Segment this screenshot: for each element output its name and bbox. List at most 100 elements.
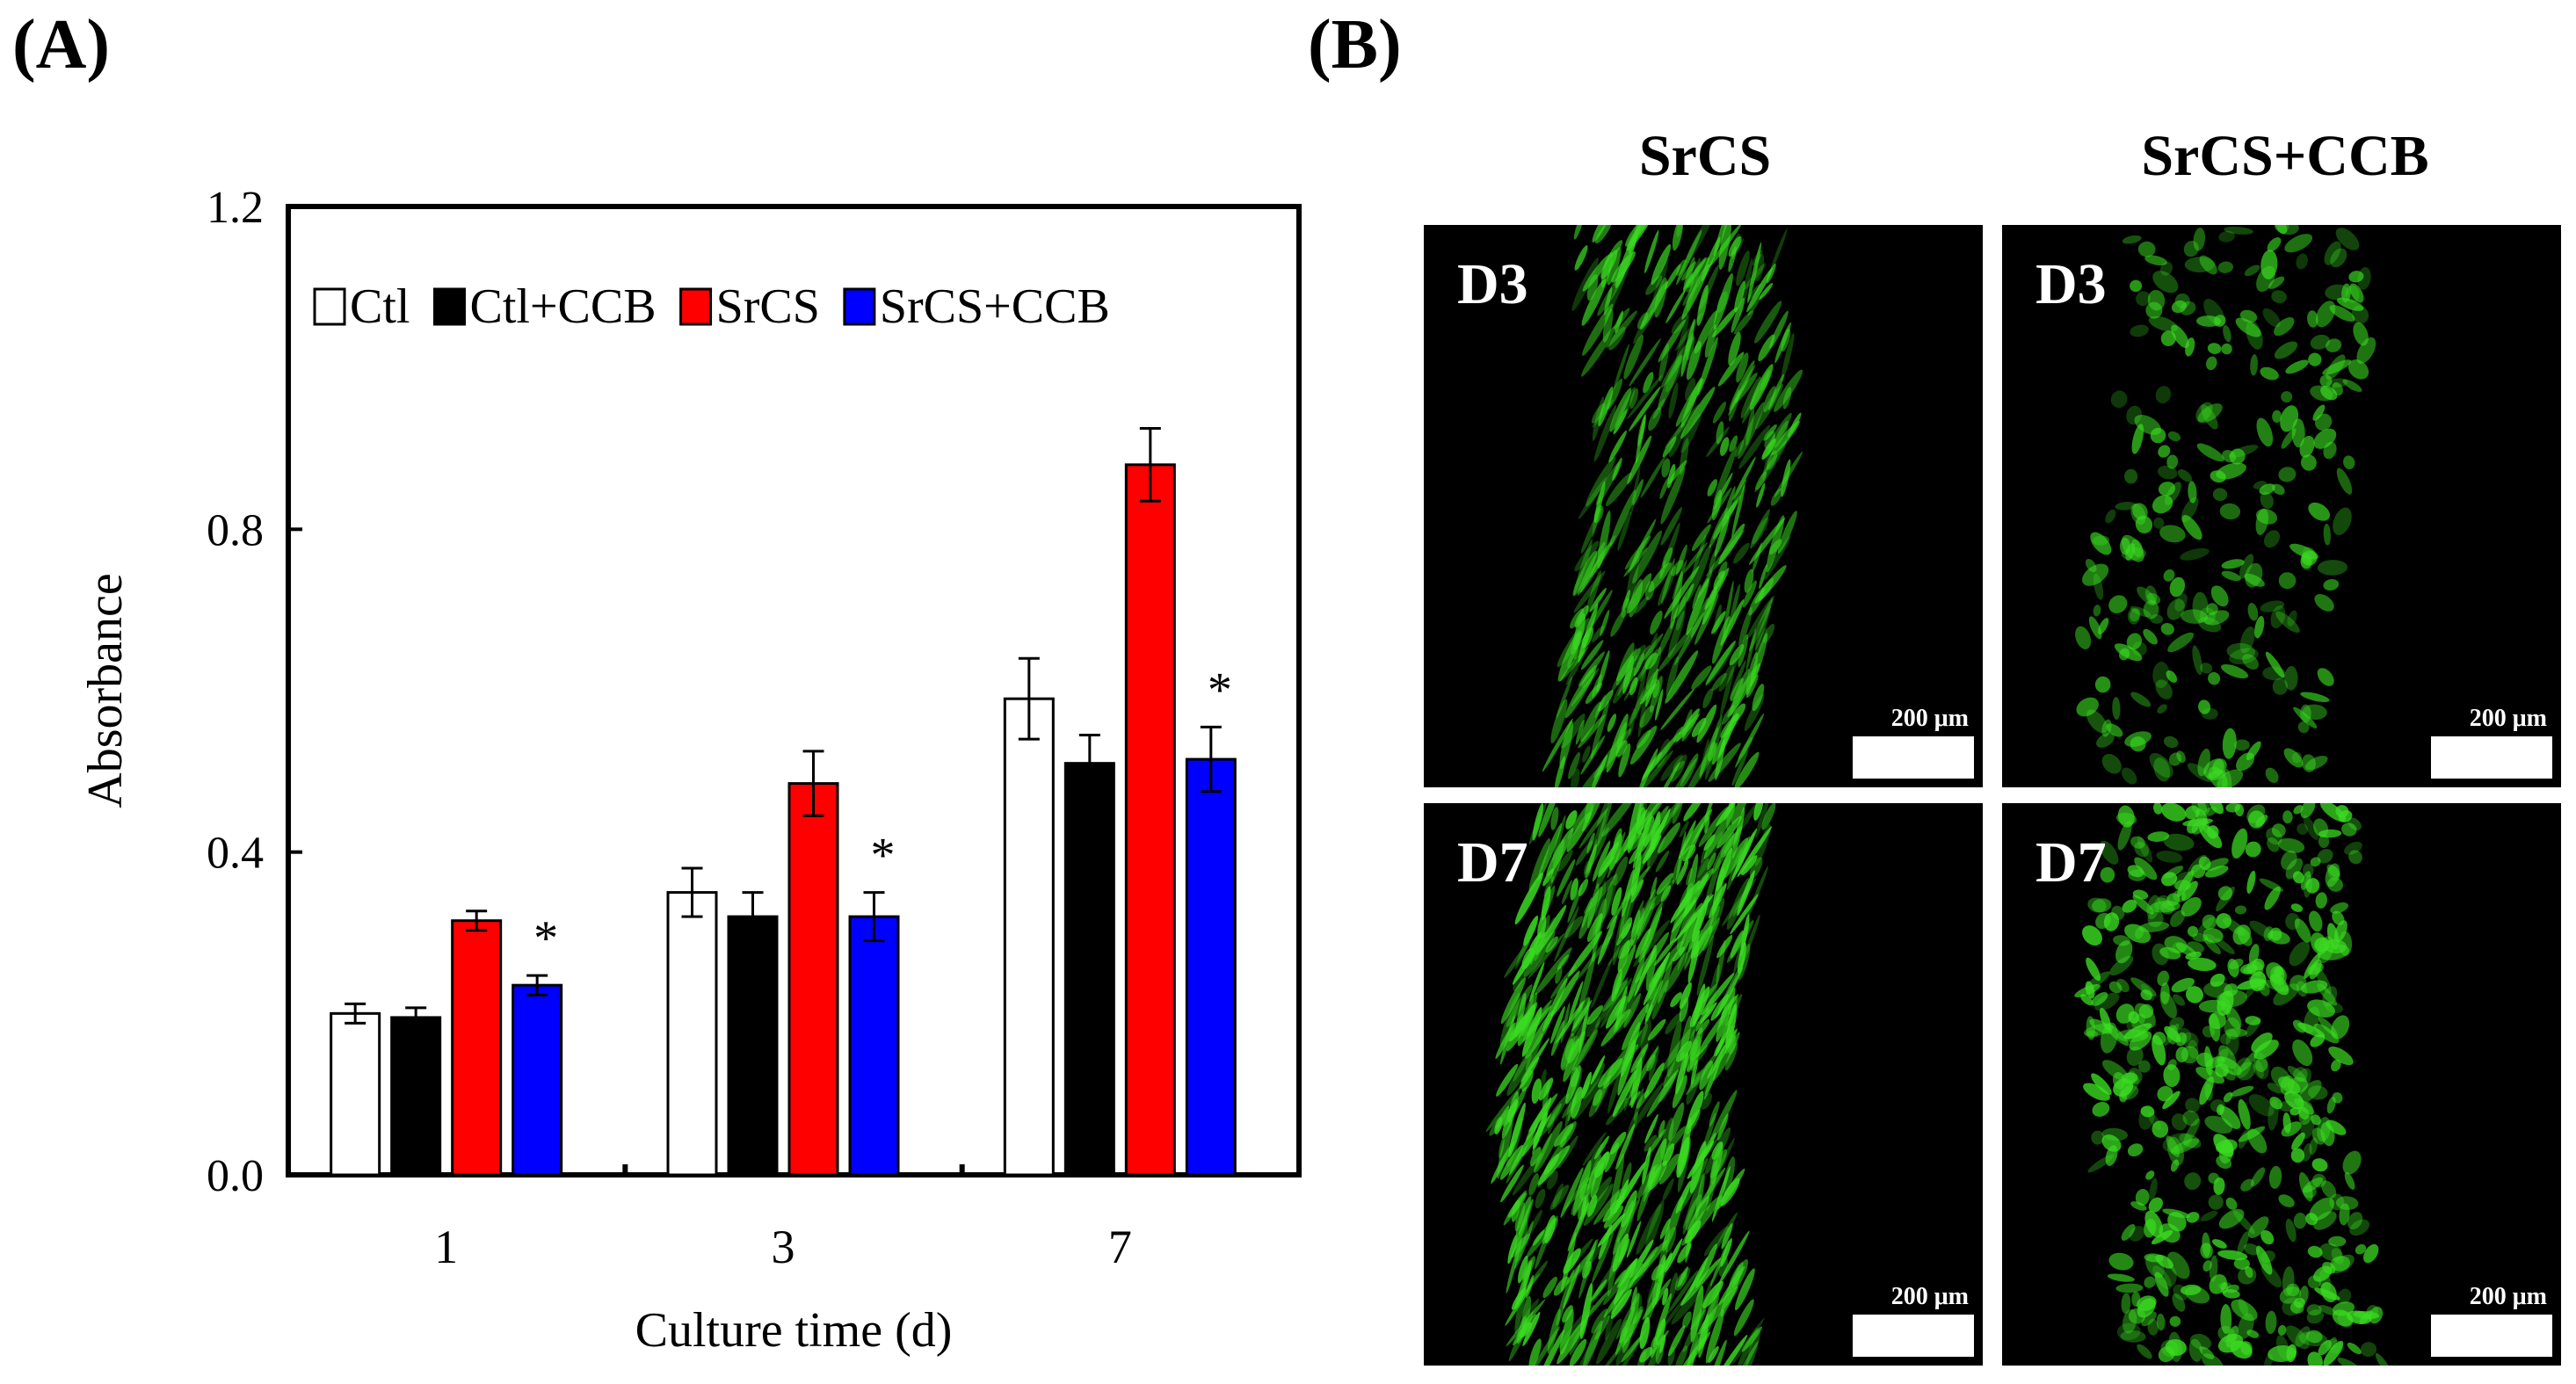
cell xyxy=(1622,656,1634,694)
cell xyxy=(1679,997,1689,1022)
cell xyxy=(1520,1299,1540,1329)
bar-ctl xyxy=(1003,697,1055,1177)
cell xyxy=(2200,1211,2218,1221)
cell xyxy=(1710,1240,1730,1287)
cell xyxy=(2130,1201,2147,1211)
cell xyxy=(2300,704,2311,723)
cell xyxy=(1609,388,1632,432)
cell xyxy=(1682,1174,1703,1235)
cell xyxy=(1658,319,1686,363)
cell xyxy=(1720,437,1730,456)
cell xyxy=(1629,578,1644,618)
cell xyxy=(1568,981,1584,1024)
cell xyxy=(1583,874,1617,914)
cell xyxy=(1534,914,1550,961)
cell xyxy=(1703,1063,1719,1095)
cell xyxy=(1715,1212,1738,1250)
cell xyxy=(1709,1149,1728,1179)
cell xyxy=(1532,1229,1545,1246)
cell xyxy=(1645,668,1658,707)
cell xyxy=(2243,1243,2260,1256)
cell xyxy=(1699,1112,1716,1162)
cell xyxy=(2199,255,2217,275)
cell xyxy=(1703,1226,1729,1257)
cell xyxy=(1581,627,1594,649)
cell xyxy=(2329,305,2355,322)
cell xyxy=(1542,1276,1557,1299)
cell xyxy=(2122,1072,2138,1084)
cell xyxy=(1556,859,1576,897)
cell xyxy=(1680,261,1697,281)
cell xyxy=(2177,469,2193,482)
cell xyxy=(1627,1112,1639,1139)
column-title-srcs-ccb: SrCS+CCB xyxy=(2141,124,2429,188)
cell xyxy=(1645,959,1666,1014)
cell xyxy=(2271,823,2286,837)
cell xyxy=(2292,1039,2313,1067)
cell xyxy=(2348,271,2364,283)
cell xyxy=(2161,803,2187,822)
cell xyxy=(2326,864,2340,878)
cell xyxy=(2263,1353,2274,1366)
cell xyxy=(2184,257,2216,273)
cell xyxy=(2087,897,2107,913)
cell xyxy=(2260,1250,2275,1264)
significance-marker: * xyxy=(871,829,896,883)
cell xyxy=(1614,344,1629,390)
bar-ctl-ccb xyxy=(390,1016,442,1177)
cell xyxy=(1590,1279,1607,1301)
cell xyxy=(2347,359,2369,380)
cell xyxy=(1624,535,1651,570)
cell xyxy=(1514,1217,1528,1263)
cell xyxy=(1536,1330,1565,1366)
cell xyxy=(1674,314,1689,371)
cell xyxy=(2305,878,2320,894)
cell xyxy=(2197,748,2210,777)
cell xyxy=(2337,1288,2352,1305)
cell xyxy=(2246,1330,2260,1338)
cell xyxy=(1573,539,1593,595)
cell xyxy=(1734,280,1745,313)
cell xyxy=(2330,248,2347,268)
cell xyxy=(2204,610,2230,626)
cell xyxy=(2260,1263,2282,1288)
cell xyxy=(2272,409,2282,424)
cell xyxy=(1561,1083,1589,1119)
cell xyxy=(1559,721,1573,769)
cell xyxy=(2170,1159,2180,1172)
cell xyxy=(2332,1092,2343,1104)
cell xyxy=(1564,664,1597,719)
cell xyxy=(1665,1126,1687,1151)
cell xyxy=(1620,975,1642,1020)
cell xyxy=(2198,856,2211,871)
cell xyxy=(2121,1224,2136,1241)
cell xyxy=(2170,1138,2200,1155)
cell xyxy=(1506,1236,1522,1294)
cell xyxy=(2308,910,2323,932)
cell xyxy=(1680,387,1716,439)
cell xyxy=(2307,1245,2323,1258)
cell xyxy=(2147,1318,2159,1336)
cell xyxy=(2225,803,2240,813)
cell xyxy=(1521,1113,1552,1157)
cell xyxy=(2153,803,2163,815)
cell xyxy=(2260,600,2285,612)
cell xyxy=(1489,1108,1512,1136)
cell xyxy=(2282,810,2293,824)
cell xyxy=(2131,424,2144,454)
cell xyxy=(2158,445,2171,458)
cell xyxy=(2221,343,2232,355)
legend-label: Ctl xyxy=(350,279,410,334)
cell xyxy=(1540,885,1556,922)
cell xyxy=(2336,467,2353,495)
cell xyxy=(1745,652,1759,695)
cell xyxy=(2105,509,2116,524)
cell xyxy=(1603,1044,1639,1089)
cell xyxy=(2188,957,2217,972)
cell xyxy=(2250,354,2258,376)
cell xyxy=(2130,324,2149,337)
cell xyxy=(2264,886,2281,910)
cell xyxy=(2101,753,2122,774)
cell xyxy=(2282,1112,2291,1134)
cell xyxy=(2121,767,2137,785)
